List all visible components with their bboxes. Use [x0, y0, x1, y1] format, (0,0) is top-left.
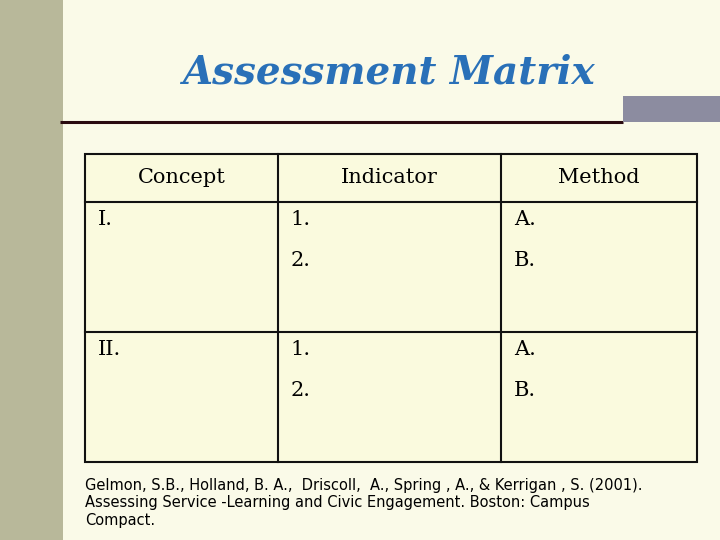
- Text: Indicator: Indicator: [341, 168, 438, 187]
- Bar: [623, 96, 720, 122]
- Text: I.: I.: [98, 210, 113, 229]
- Bar: [85, 154, 697, 462]
- Text: B.: B.: [514, 381, 536, 400]
- Text: II.: II.: [98, 340, 121, 359]
- Text: Concept: Concept: [138, 168, 225, 187]
- Text: 1.: 1.: [291, 210, 311, 229]
- Text: A.: A.: [514, 210, 536, 229]
- Text: A.: A.: [514, 340, 536, 359]
- Text: 2.: 2.: [291, 381, 311, 400]
- Text: 2.: 2.: [291, 251, 311, 271]
- Text: Assessment Matrix: Assessment Matrix: [182, 54, 595, 92]
- Text: Method: Method: [558, 168, 640, 187]
- Text: Gelmon, S.B., Holland, B. A.,  Driscoll,  A., Spring , A., & Kerrigan , S. (2001: Gelmon, S.B., Holland, B. A., Driscoll, …: [85, 478, 642, 528]
- Text: 1.: 1.: [291, 340, 311, 359]
- Text: B.: B.: [514, 251, 536, 271]
